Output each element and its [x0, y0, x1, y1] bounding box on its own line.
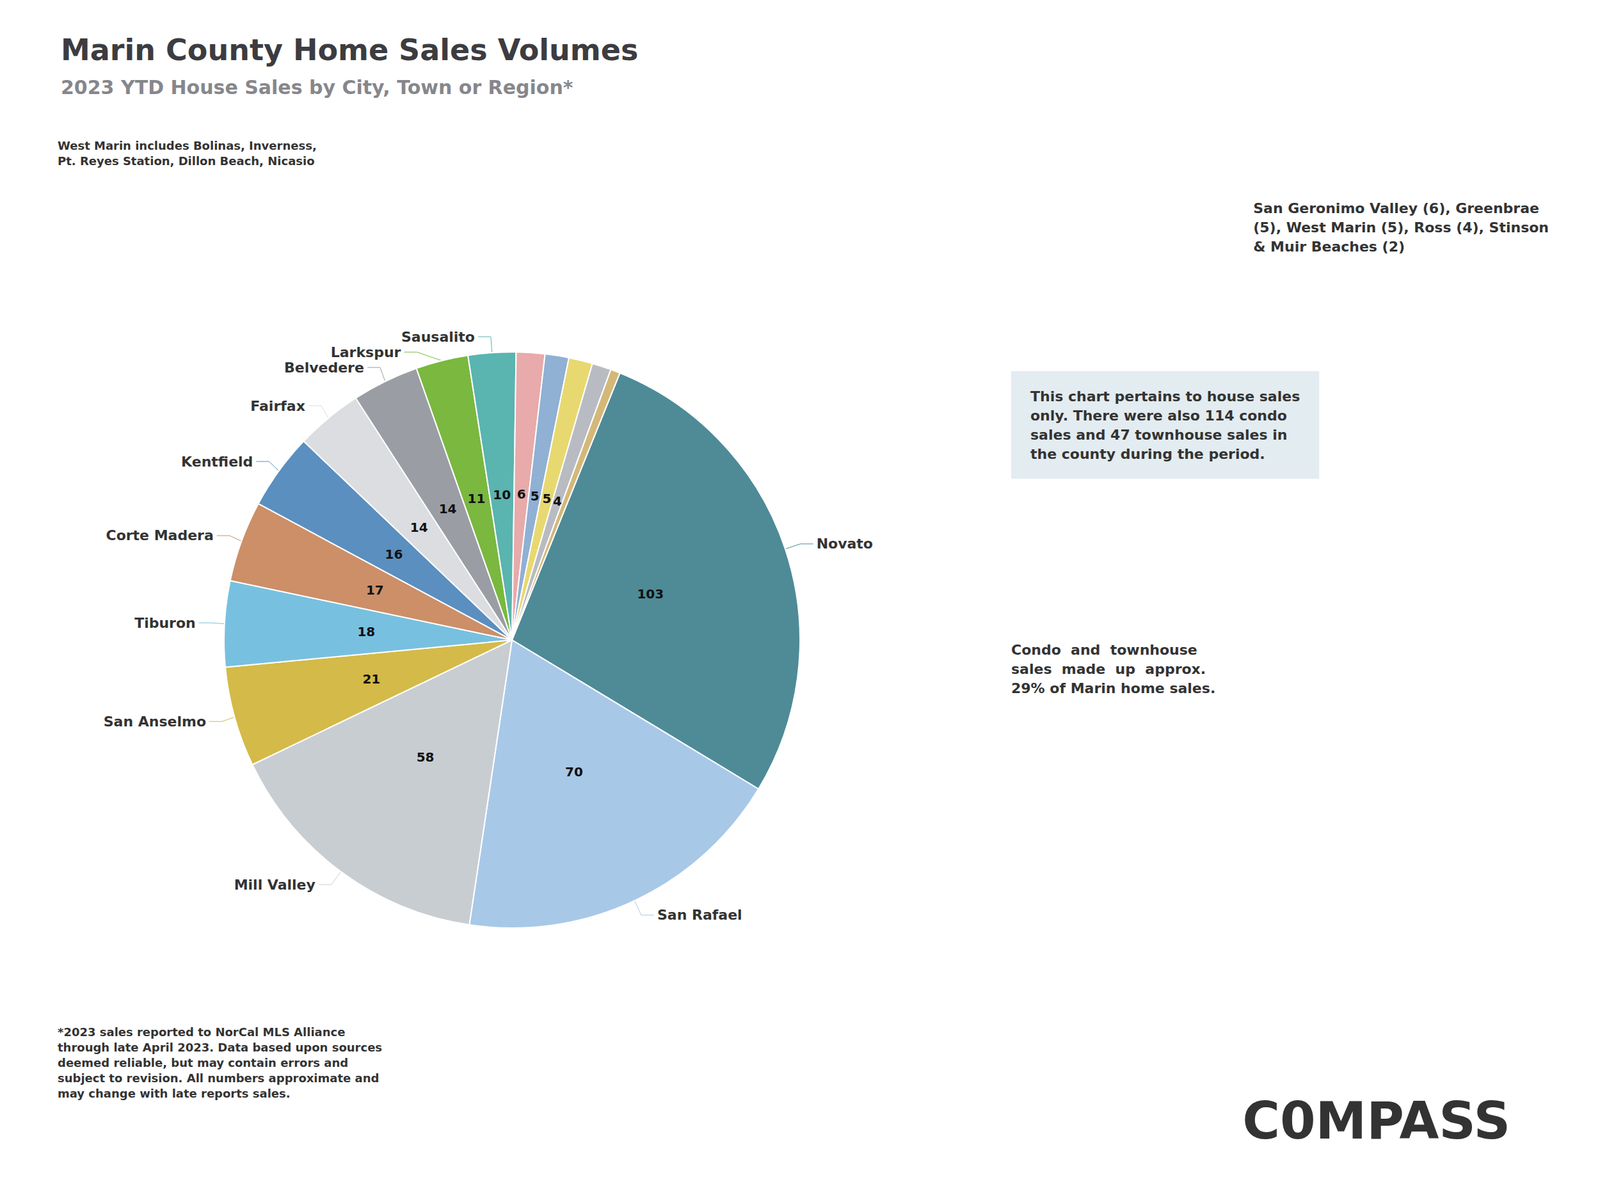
svg-text:21: 21: [362, 671, 381, 687]
svg-text:Tiburon: Tiburon: [134, 615, 196, 632]
svg-text:Kentfield: Kentfield: [181, 453, 253, 470]
svg-text:San Rafael: San Rafael: [657, 906, 743, 923]
svg-text:Pt. Reyes Station, Dillon Beac: Pt. Reyes Station, Dillon Beach, Nicasio: [57, 154, 315, 168]
svg-text:*2023 sales reported to NorCal: *2023 sales reported to NorCal MLS Allia…: [57, 1025, 345, 1039]
svg-text:subject to revision. All numbe: subject to revision. All numbers approxi…: [57, 1071, 379, 1085]
svg-text:the county during the period.: the county during the period.: [1030, 446, 1266, 463]
svg-text:5: 5: [530, 488, 540, 504]
svg-text:through late April 2023. Data: through late April 2023. Data based upon…: [57, 1040, 383, 1055]
svg-text:West Marin includes Bolinas, I: West Marin includes Bolinas, Inverness,: [57, 138, 317, 153]
svg-text:San Geronimo Valley (6), Green: San Geronimo Valley (6), Greenbrae: [1253, 200, 1540, 217]
svg-text:C0MPASS: C0MPASS: [1242, 1091, 1511, 1151]
svg-text:Sausalito: Sausalito: [401, 328, 475, 345]
svg-text:deemed reliable, but may conta: deemed reliable, but may contain errors …: [57, 1056, 349, 1070]
svg-text:Condo and townhouse: Condo and townhouse: [1011, 641, 1198, 658]
svg-text:58: 58: [416, 749, 435, 765]
svg-text:29% of Marin home sales.: 29% of Marin home sales.: [1011, 680, 1216, 697]
svg-text:Corte Madera: Corte Madera: [105, 527, 214, 544]
svg-text:Mill Valley: Mill Valley: [234, 876, 316, 893]
svg-text:18: 18: [357, 624, 376, 640]
svg-text:Novato: Novato: [816, 535, 873, 552]
svg-text:This chart pertains to house s: This chart pertains to house sales: [1030, 388, 1300, 405]
svg-text:16: 16: [385, 546, 404, 562]
svg-text:14: 14: [410, 519, 429, 536]
svg-text:Larkspur: Larkspur: [330, 344, 402, 361]
svg-text:San Anselmo: San Anselmo: [103, 713, 207, 730]
svg-text:103: 103: [636, 586, 664, 602]
svg-text:10: 10: [492, 487, 511, 503]
svg-text:17: 17: [366, 582, 384, 598]
svg-text:only. There were also 114 cond: only. There were also 114 condo: [1030, 407, 1288, 424]
svg-text:6: 6: [517, 486, 527, 502]
svg-text:14: 14: [439, 501, 457, 517]
svg-text:11: 11: [467, 490, 486, 507]
svg-text:sales made up approx.: sales made up approx.: [1011, 661, 1206, 678]
svg-text:Belvedere: Belvedere: [284, 359, 365, 376]
svg-text:& Muir Beaches (2): & Muir Beaches (2): [1253, 238, 1405, 255]
svg-text:5: 5: [542, 490, 552, 507]
svg-text:2023 YTD House Sales by City,: 2023 YTD House Sales by City, Town or Re…: [60, 76, 574, 99]
svg-text:Fairfax: Fairfax: [250, 398, 306, 415]
svg-text:(5), West Marin (5), Ross (4),: (5), West Marin (5), Ross (4), Stinson: [1253, 219, 1549, 236]
svg-text:70: 70: [565, 764, 584, 780]
svg-text:may change with late reports s: may change with late reports sales.: [57, 1086, 291, 1101]
svg-text:sales and 47 townhouse sales i: sales and 47 townhouse sales in: [1030, 426, 1288, 443]
svg-text:Marin County Home Sales Volume: Marin County Home Sales Volumes: [60, 32, 639, 68]
svg-text:4: 4: [552, 493, 562, 509]
